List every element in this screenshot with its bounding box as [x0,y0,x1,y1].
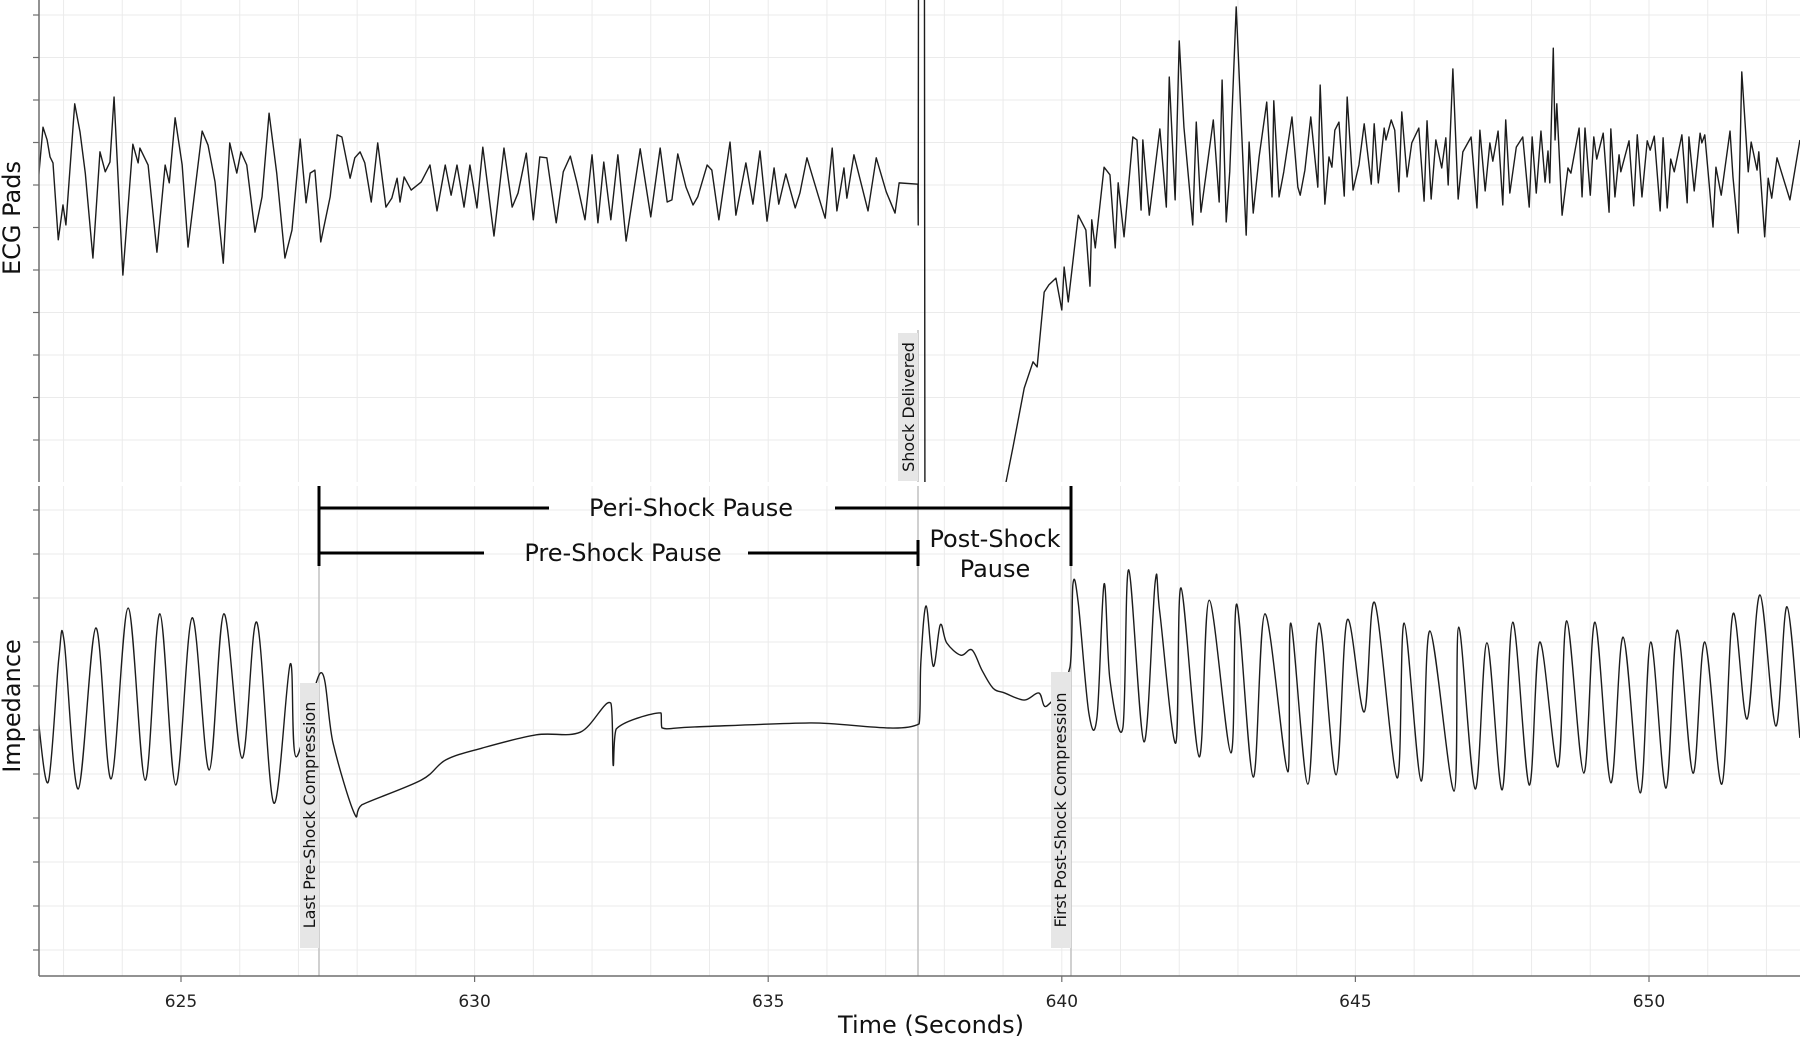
first-post-shock-compression-text: First Post-Shock Compression [1051,692,1070,927]
ylabel-ecg: ECG Pads [0,161,26,275]
last-pre-shock-compression-text: Last Pre-Shock Compression [300,702,319,929]
ecg-trace [39,0,1800,482]
x-tick-label: 625 [165,992,197,1012]
post-shock-pause-label-line2: Pause [960,555,1031,583]
pre-shock-pause-label: Pre-Shock Pause [524,539,721,567]
traces [39,0,1800,818]
x-tick-label: 640 [1046,992,1078,1012]
x-tick-label: 635 [752,992,784,1012]
pre-shock-pause-bracket: Pre-Shock Pause [319,539,920,567]
ylabel-impedance: Impedance [0,639,26,773]
axis-ticks: 625 630 635 640 645 650 [33,14,1665,1012]
post-shock-pause-label-line1: Post-Shock [929,525,1060,553]
x-tick-label: 630 [458,992,490,1012]
x-tick-label: 650 [1633,992,1665,1012]
peri-shock-pause-bracket: Peri-Shock Pause [317,486,1073,566]
first-post-shock-compression-label: First Post-Shock Compression [1051,672,1071,948]
xlabel: Time (Seconds) [837,1011,1024,1038]
gridlines [39,0,1800,976]
last-pre-shock-compression-label: Last Pre-Shock Compression [300,683,319,948]
shock-delivered-label: Shock Delivered [898,333,918,481]
impedance-trace [39,569,1800,818]
peri-shock-pause-label: Peri-Shock Pause [589,494,793,522]
x-tick-label: 645 [1339,992,1371,1012]
post-shock-pause-bracket: Post-Shock Pause [929,525,1060,583]
shock-delivered-text: Shock Delivered [899,342,918,472]
